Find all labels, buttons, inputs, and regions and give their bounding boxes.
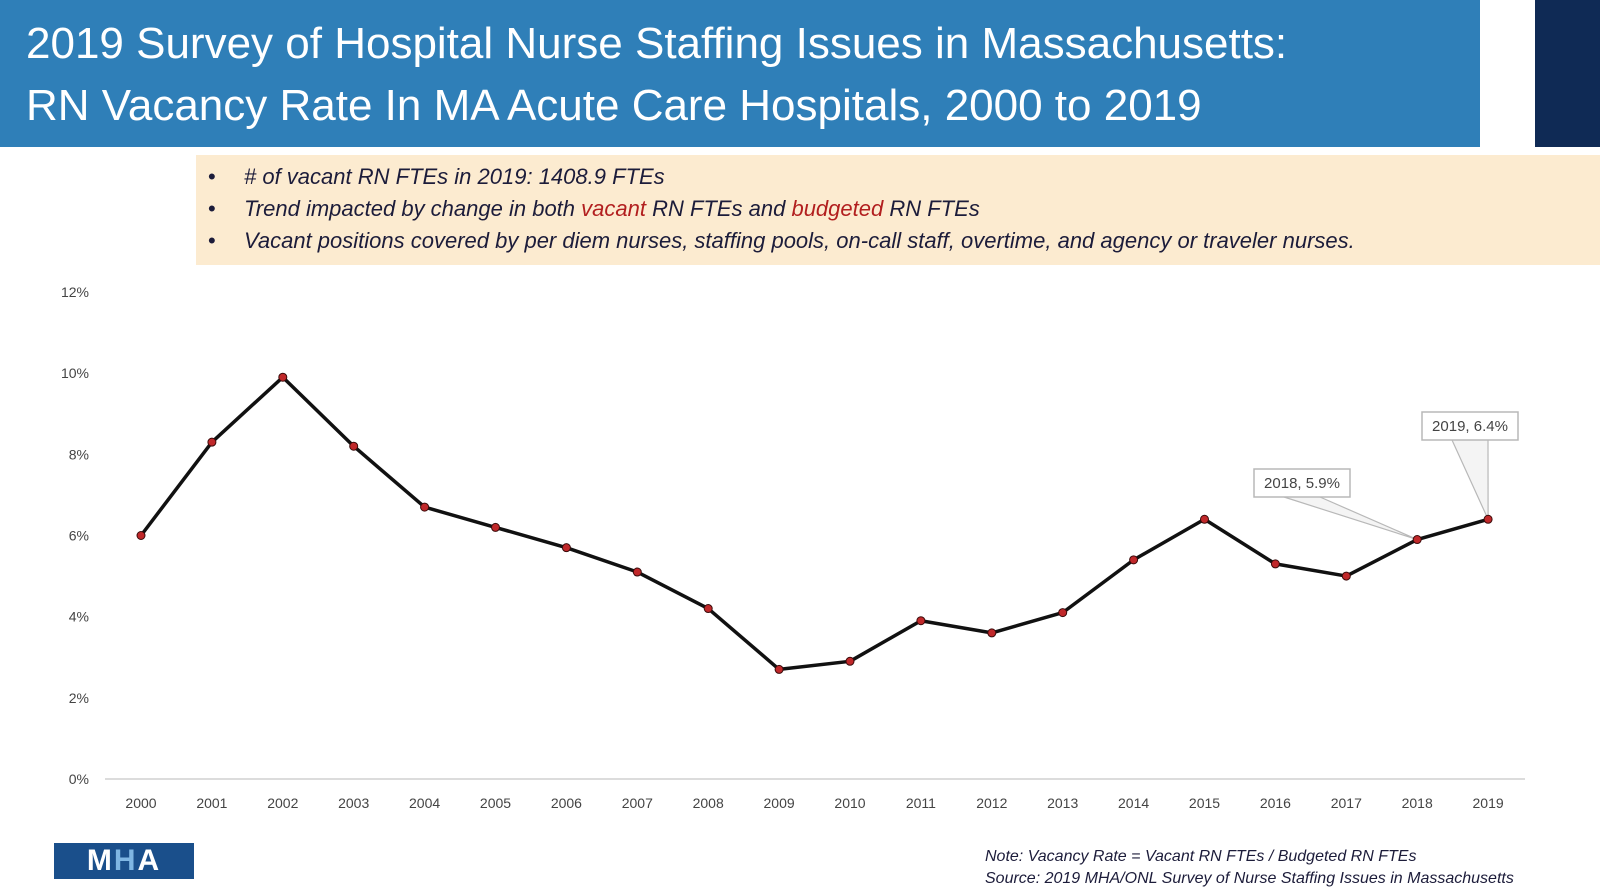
x-tick-label: 2018: [1402, 795, 1433, 811]
title-banner: 2019 Survey of Hospital Nurse Staffing I…: [0, 0, 1480, 147]
data-point: [491, 522, 500, 532]
bullet-marker: •: [208, 196, 216, 221]
x-tick-label: 2011: [906, 795, 936, 811]
y-tick-label: 6%: [69, 528, 89, 544]
x-tick-label: 2001: [196, 795, 227, 811]
bullet-trend: • Trend impacted by change in both vacant…: [208, 195, 980, 223]
data-point: [774, 664, 784, 674]
key-points-box: • # of vacant RN FTEs in 2019: 1408.9 FTE…: [196, 155, 1600, 265]
x-tick-label: 2004: [409, 795, 440, 811]
data-point: [1129, 555, 1139, 565]
data-point: [278, 372, 288, 382]
y-tick-label: 4%: [69, 609, 89, 625]
x-tick-label: 2008: [693, 795, 724, 811]
data-point: [1270, 559, 1280, 569]
x-tick-label: 2005: [480, 795, 511, 811]
y-tick-label: 12%: [61, 284, 89, 300]
data-point: [420, 502, 430, 512]
title-line-2: RN Vacancy Rate In MA Acute Care Hospita…: [26, 81, 1202, 130]
series-line: [139, 375, 1489, 672]
highlight-vacant: vacant: [581, 196, 646, 221]
data-point: [1058, 608, 1068, 618]
bullet-marker: •: [208, 228, 216, 253]
x-tick-label: 2003: [338, 795, 369, 811]
data-point: [349, 441, 359, 451]
y-tick-label: 2%: [69, 690, 89, 706]
footer-note: Note: Vacancy Rate = Vacant RN FTEs / Bu…: [985, 848, 1417, 865]
highlight-budgeted: budgeted: [791, 196, 884, 221]
x-tick-label: 2014: [1118, 795, 1149, 811]
callout-leader: [1283, 496, 1418, 541]
x-tick-label: 2006: [551, 795, 582, 811]
mha-logo: MHA: [54, 843, 194, 879]
y-tick-label: 10%: [61, 365, 89, 381]
data-label: 2018, 5.9%: [1264, 475, 1340, 492]
data-point: [845, 656, 855, 666]
x-tick-label: 2019: [1473, 795, 1504, 811]
x-tick-label: 2002: [267, 795, 298, 811]
bullet-coverage: • Vacant positions covered by per diem nu…: [208, 227, 1355, 255]
data-point: [1341, 571, 1351, 581]
bullet-vacant-ftes: • # of vacant RN FTEs in 2019: 1408.9 FTE…: [208, 163, 665, 191]
x-tick-label: 2015: [1189, 795, 1220, 811]
data-point: [207, 437, 217, 447]
x-tick-label: 2017: [1331, 795, 1362, 811]
data-point: [987, 628, 997, 638]
x-tick-label: 2000: [125, 795, 156, 811]
data-point: [561, 543, 571, 553]
x-tick-label: 2009: [764, 795, 795, 811]
title-line-1: 2019 Survey of Hospital Nurse Staffing I…: [26, 19, 1288, 68]
callout-leader: [1451, 439, 1489, 520]
data-point: [916, 616, 926, 626]
x-tick-label: 2007: [622, 795, 653, 811]
data-point: [1200, 514, 1209, 524]
bullet-text-mid: RN FTEs and: [645, 196, 792, 221]
data-point: [703, 604, 713, 614]
x-tick-label: 2012: [976, 795, 1007, 811]
x-tick-label: 2016: [1260, 795, 1291, 811]
y-tick-label: 8%: [69, 446, 89, 462]
data-label: 2019, 6.4%: [1432, 418, 1508, 435]
corner-accent: [1535, 0, 1600, 147]
data-point: [632, 567, 642, 577]
bullet-text: # of vacant RN FTEs in 2019: 1408.9 FTEs: [244, 164, 665, 189]
y-tick-label: 0%: [69, 771, 89, 787]
bullet-text-pre: Trend impacted by change in both: [244, 196, 582, 221]
bullet-text-post: RN FTEs: [883, 196, 980, 221]
x-tick-label: 2013: [1047, 795, 1078, 811]
data-point: [136, 531, 146, 540]
x-tick-label: 2010: [834, 795, 865, 811]
data-label-box: [1421, 411, 1519, 441]
footer-source: Source: 2019 MHA/ONL Survey of Nurse Sta…: [985, 870, 1514, 887]
bullet-text: Vacant positions covered by per diem nur…: [244, 228, 1355, 253]
data-point: [1412, 535, 1422, 545]
data-point: [1483, 514, 1493, 524]
vacancy-rate-chart: 0% 2% 4% 6% 8% 10% 12% 2000 2001 2002 2003 2004 2005…: [61, 284, 1525, 811]
data-label-box: [1253, 468, 1351, 498]
bullet-marker: •: [208, 164, 216, 189]
